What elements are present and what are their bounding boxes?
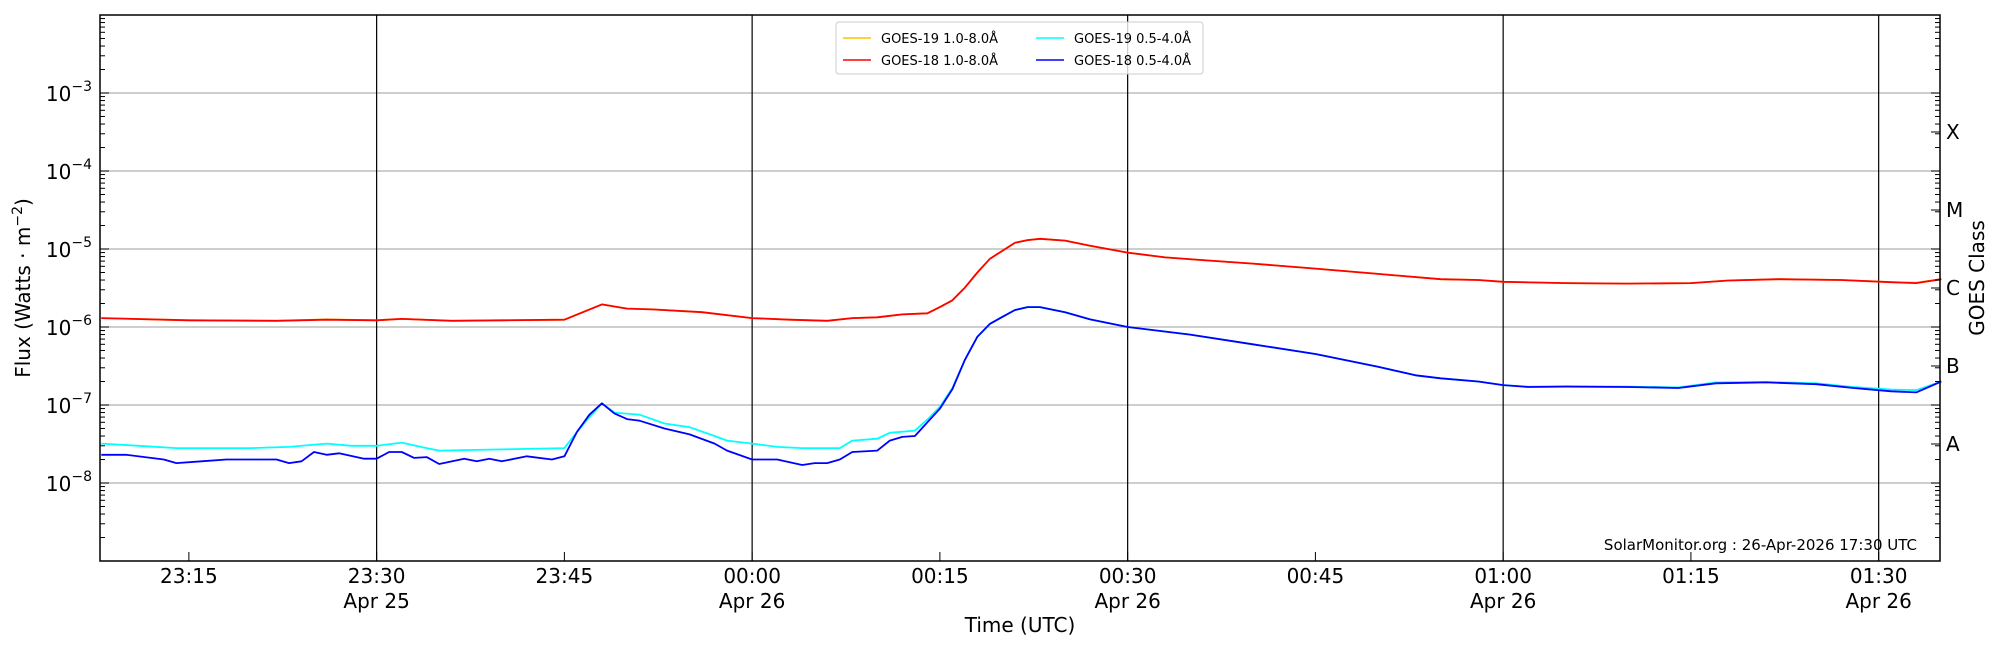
y-tick-exponent: −6 bbox=[71, 313, 92, 329]
goes-class-label: M bbox=[1946, 198, 1963, 222]
series-lines bbox=[101, 237, 1942, 466]
y-tick-label: 10−4 bbox=[46, 157, 92, 184]
y-axis-label-close: ) bbox=[11, 198, 35, 206]
goes-class-label: B bbox=[1946, 354, 1960, 378]
series-line-3 bbox=[101, 306, 1942, 452]
x-tick-label: 01:00 bbox=[1474, 564, 1532, 588]
y-tick-base: 10 bbox=[46, 238, 71, 262]
y-tick-label: 10−7 bbox=[46, 391, 92, 418]
x-tick-date: Apr 26 bbox=[719, 589, 785, 613]
x-tick-label: 01:30 bbox=[1850, 564, 1908, 588]
y-tick-exponent: −8 bbox=[71, 469, 92, 485]
x-tick-label: 23:30 bbox=[348, 564, 406, 588]
y-tick-exponent: −7 bbox=[71, 391, 92, 407]
goes-class-axis-label: GOES Class bbox=[1965, 220, 1989, 336]
x-tick-label: 00:45 bbox=[1287, 564, 1345, 588]
x-tick-label: 01:15 bbox=[1662, 564, 1720, 588]
legend-label: GOES-19 0.5-4.0Å bbox=[1074, 31, 1191, 47]
y-axis-label: Flux (Watts · m−2) bbox=[10, 198, 35, 378]
y-tick-base: 10 bbox=[46, 472, 71, 496]
x-tick-label: 00:15 bbox=[911, 564, 969, 588]
legend-label: GOES-18 0.5-4.0Å bbox=[1074, 53, 1191, 69]
y-tick-base: 10 bbox=[46, 160, 71, 184]
y-tick-label: 10−6 bbox=[46, 313, 92, 340]
legend-label: GOES-19 1.0-8.0Å bbox=[881, 31, 998, 47]
x-tick-label: 00:30 bbox=[1099, 564, 1157, 588]
x-tick-date: Apr 26 bbox=[1470, 589, 1536, 613]
y-tick-base: 10 bbox=[46, 394, 71, 418]
y-axis-label-main: Flux (Watts · m bbox=[11, 227, 35, 378]
x-tick-date: Apr 25 bbox=[343, 589, 409, 613]
x-tick-date: Apr 26 bbox=[1845, 589, 1911, 613]
y-tick-exponent: −3 bbox=[71, 79, 92, 95]
y-tick-label: 10−5 bbox=[46, 235, 92, 262]
series-line-4 bbox=[101, 306, 1942, 466]
goes-class-label: X bbox=[1946, 120, 1960, 144]
y-tick-exponent: −5 bbox=[71, 235, 92, 251]
goes-class-label: C bbox=[1946, 276, 1960, 300]
x-tick-label: 23:45 bbox=[536, 564, 594, 588]
x-tick-label: 00:00 bbox=[723, 564, 781, 588]
y-axis-label-exponent: −2 bbox=[10, 206, 26, 227]
y-tick-base: 10 bbox=[46, 82, 71, 106]
plot-frame bbox=[99, 14, 1941, 562]
grid bbox=[100, 15, 1940, 561]
legend: GOES-19 1.0-8.0Å GOES-18 1.0-8.0Å GOES-19 … bbox=[835, 21, 1204, 75]
y-tick-label: 10−3 bbox=[46, 79, 92, 106]
x-tick-date: Apr 26 bbox=[1094, 589, 1160, 613]
y-tick-label: 10−8 bbox=[46, 469, 92, 496]
x-axis-label: Time (UTC) bbox=[964, 613, 1076, 637]
watermark: SolarMonitor.org : 26-Apr-2026 17:30 UTC bbox=[1604, 536, 1917, 554]
x-tick-label: 23:15 bbox=[160, 564, 218, 588]
legend-box bbox=[835, 21, 1204, 75]
series-line-2 bbox=[101, 237, 1942, 322]
y-tick-exponent: −4 bbox=[71, 157, 92, 173]
legend-label: GOES-18 1.0-8.0Å bbox=[881, 53, 998, 69]
goes-class-label: A bbox=[1946, 432, 1960, 456]
y-tick-base: 10 bbox=[46, 316, 71, 340]
